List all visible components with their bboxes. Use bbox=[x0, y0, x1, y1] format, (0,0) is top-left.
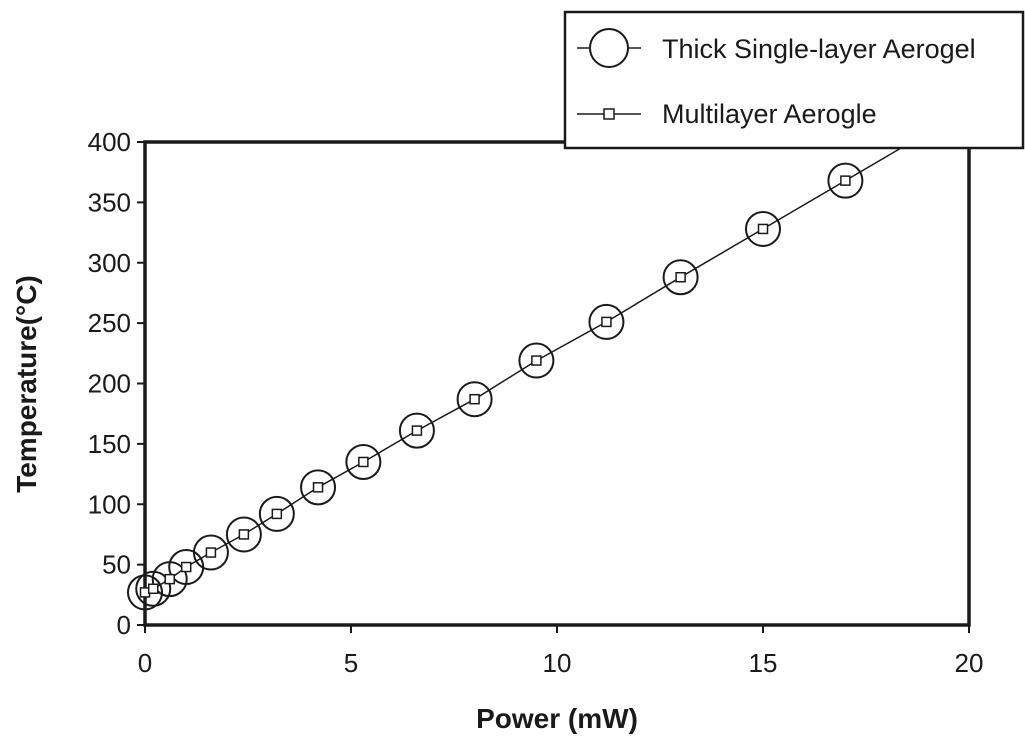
data-point-circle bbox=[827, 162, 864, 199]
y-axis-title: Temperature(°C) bbox=[11, 275, 42, 493]
data-point-square bbox=[205, 547, 217, 558]
data-point-square bbox=[238, 529, 250, 540]
data-point-square bbox=[531, 355, 542, 366]
plot-area bbox=[143, 140, 971, 627]
y-tick-label: 250 bbox=[88, 308, 131, 338]
data-point-circle bbox=[345, 443, 382, 480]
series-layer bbox=[127, 136, 917, 611]
y-axis: 0 50 100 150 200 250 300 350 400 bbox=[88, 127, 145, 640]
x-tick-label: 10 bbox=[543, 648, 572, 678]
data-point-circle bbox=[398, 412, 435, 449]
x-axis-title: Power (mW) bbox=[476, 703, 638, 734]
data-point-circle bbox=[225, 516, 262, 553]
data-point-square bbox=[411, 425, 423, 436]
data-point-circle bbox=[518, 342, 555, 379]
data-point-square bbox=[271, 508, 283, 520]
y-tick-label: 150 bbox=[88, 429, 131, 459]
data-point-circle bbox=[588, 303, 625, 340]
data-point-circle bbox=[192, 534, 229, 571]
legend: Thick Single-layer Aerogel Multilayer Ae… bbox=[563, 10, 1025, 150]
data-point-square bbox=[840, 175, 851, 186]
legend-entry-multilayer: Multilayer Aerogle bbox=[577, 99, 877, 129]
x-tick-label: 15 bbox=[749, 648, 778, 678]
x-tick-label: 20 bbox=[955, 648, 984, 678]
data-point-circle bbox=[456, 381, 493, 418]
plot-frame bbox=[143, 140, 971, 627]
y-tick-label: 200 bbox=[88, 369, 131, 399]
y-tick-label: 100 bbox=[88, 489, 131, 519]
y-tick-label: 400 bbox=[88, 127, 131, 157]
legend-label-single-layer: Thick Single-layer Aerogel bbox=[662, 34, 976, 64]
y-tick-label: 300 bbox=[88, 248, 131, 278]
data-point-square bbox=[147, 583, 159, 595]
x-tick-label: 0 bbox=[138, 648, 152, 678]
legend-box bbox=[563, 10, 1025, 150]
legend-entry-single-layer: Thick Single-layer Aerogel bbox=[577, 28, 976, 68]
data-point-circle bbox=[745, 210, 781, 247]
data-point-circle bbox=[135, 570, 172, 607]
data-point-square bbox=[312, 482, 324, 493]
legend-marker-circle bbox=[589, 28, 629, 68]
data-point-square bbox=[358, 456, 369, 468]
series-multilayer bbox=[139, 136, 917, 598]
series-line bbox=[144, 141, 912, 594]
data-point-square bbox=[164, 573, 175, 585]
data-point-square bbox=[601, 316, 612, 328]
y-tick-label: 350 bbox=[88, 187, 131, 217]
data-point-square bbox=[757, 223, 769, 235]
data-point-circle bbox=[258, 495, 295, 532]
y-tick-label: 0 bbox=[117, 610, 131, 640]
data-point-circle bbox=[662, 259, 699, 296]
y-tick-label: 50 bbox=[102, 550, 131, 580]
x-tick-label: 5 bbox=[344, 648, 358, 678]
x-axis: 0 5 10 15 20 bbox=[138, 625, 984, 678]
legend-marker-square bbox=[603, 108, 615, 120]
series-thick-single-layer bbox=[127, 162, 864, 611]
data-point-circle bbox=[127, 574, 163, 611]
data-point-circle bbox=[300, 469, 337, 506]
data-point-square bbox=[469, 393, 480, 405]
data-point-square bbox=[675, 271, 686, 283]
legend-label-multilayer: Multilayer Aerogle bbox=[662, 99, 877, 129]
data-point-square bbox=[180, 561, 192, 573]
